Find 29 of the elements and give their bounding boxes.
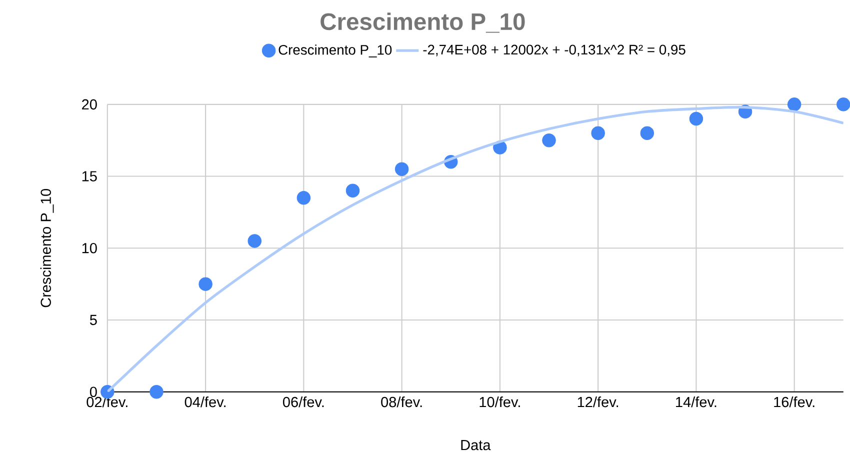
point xyxy=(296,190,311,204)
x-tick-label: 02/fev. xyxy=(86,396,128,407)
x-tick-label: 14/fev. xyxy=(676,396,716,407)
y-axis-title: Crescimento P_10 xyxy=(40,188,54,307)
x-tick-label: 04/fev. xyxy=(184,396,226,407)
point xyxy=(640,126,654,140)
legend-label: -2,74E+08 + 12002x + -0,131x^2 R² = 0,95 xyxy=(423,44,686,56)
point xyxy=(689,112,704,126)
x-tick-label: 06/fev. xyxy=(282,396,324,407)
point xyxy=(591,126,605,140)
y-tick-label: 5 xyxy=(90,314,97,325)
y-tick-label: 0 xyxy=(90,386,97,397)
legend-label: Crescimento P_10 xyxy=(278,44,392,58)
point xyxy=(150,384,164,398)
y-tick-label: 10 xyxy=(82,242,97,254)
x-axis-title: Data xyxy=(461,440,491,450)
point xyxy=(542,133,556,147)
point xyxy=(248,234,262,248)
point xyxy=(394,162,409,176)
y-tick-label: 20 xyxy=(82,99,97,110)
y-tick-label: 15 xyxy=(82,170,97,182)
point xyxy=(198,276,212,291)
point xyxy=(346,184,360,198)
x-tick-label: 12/fev. xyxy=(578,396,618,407)
point xyxy=(787,97,802,112)
x-tick-label: 10/fev. xyxy=(480,396,520,407)
x-tick-label: 16/fev. xyxy=(774,396,814,407)
x-tick-label: 08/fev. xyxy=(381,396,422,407)
chart-title: Crescimento P_10 xyxy=(320,12,525,33)
